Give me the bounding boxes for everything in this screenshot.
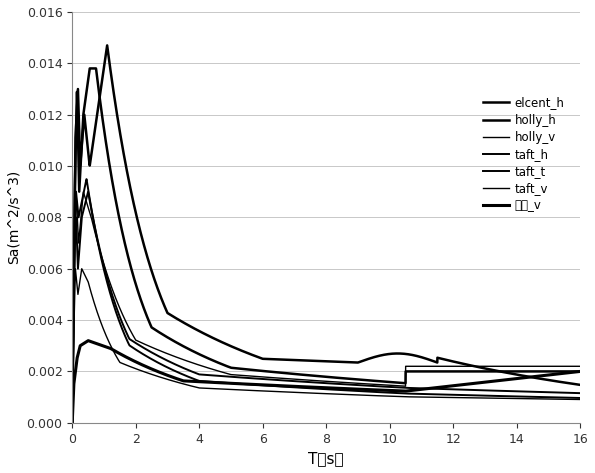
elcent_h xyxy=(536,376,543,381)
taft_t xyxy=(286,378,293,384)
taft_t xyxy=(561,390,568,395)
taft_v xyxy=(310,390,317,396)
elcent_h xyxy=(68,420,76,426)
taft_v xyxy=(78,266,85,272)
holly_v xyxy=(536,363,543,369)
taft_v xyxy=(561,396,568,402)
holly_h xyxy=(282,370,289,376)
elcent_h xyxy=(438,356,445,361)
holly_v xyxy=(282,376,289,381)
taft_v xyxy=(536,396,543,402)
holly_v xyxy=(310,377,317,383)
taft_t xyxy=(310,379,317,385)
天津_v xyxy=(561,370,568,376)
holly_v xyxy=(286,376,293,382)
Line: taft_h: taft_h xyxy=(72,179,580,423)
taft_h xyxy=(577,395,584,401)
holly_v xyxy=(577,363,584,369)
Legend: elcent_h, holly_h, holly_v, taft_h, taft_t, taft_v, 天津_v: elcent_h, holly_h, holly_v, taft_h, taft… xyxy=(478,92,569,217)
taft_t xyxy=(577,390,584,396)
elcent_h xyxy=(282,357,289,363)
taft_t xyxy=(438,386,445,392)
Line: holly_h: holly_h xyxy=(72,69,580,423)
天津_v xyxy=(68,420,76,426)
elcent_h xyxy=(104,43,111,48)
X-axis label: T（s）: T（s） xyxy=(308,451,344,466)
taft_h xyxy=(286,384,293,390)
holly_h xyxy=(438,368,445,374)
holly_h xyxy=(68,420,76,426)
天津_v xyxy=(438,384,445,390)
taft_v xyxy=(286,389,293,395)
elcent_h xyxy=(310,358,317,364)
Line: taft_v: taft_v xyxy=(72,269,580,423)
taft_t xyxy=(282,378,289,384)
天津_v xyxy=(577,368,584,374)
taft_h xyxy=(83,176,90,182)
Line: 天津_v: 天津_v xyxy=(72,341,580,423)
天津_v xyxy=(282,383,289,389)
holly_h xyxy=(86,66,93,71)
天津_v xyxy=(310,385,317,390)
天津_v xyxy=(536,373,543,379)
elcent_h xyxy=(561,380,568,385)
taft_v xyxy=(68,420,76,426)
holly_v xyxy=(438,363,445,369)
taft_h xyxy=(310,385,317,391)
Y-axis label: Sa(m^2/s^3): Sa(m^2/s^3) xyxy=(7,170,21,264)
holly_h xyxy=(286,371,293,377)
holly_h xyxy=(536,368,543,374)
taft_v xyxy=(577,397,584,403)
elcent_h xyxy=(286,357,293,363)
taft_h xyxy=(282,384,289,390)
taft_v xyxy=(282,389,289,395)
Line: holly_v: holly_v xyxy=(72,192,580,423)
天津_v xyxy=(286,383,293,389)
holly_h xyxy=(310,373,317,378)
taft_t xyxy=(84,189,92,194)
holly_v xyxy=(68,420,76,426)
Line: taft_t: taft_t xyxy=(72,192,580,423)
taft_t xyxy=(68,420,76,426)
holly_h xyxy=(577,368,584,374)
taft_h xyxy=(561,395,568,401)
holly_h xyxy=(561,368,568,374)
holly_v xyxy=(73,189,80,194)
天津_v xyxy=(84,338,92,343)
taft_h xyxy=(68,420,76,426)
taft_h xyxy=(438,392,445,397)
holly_v xyxy=(561,363,568,369)
elcent_h xyxy=(577,382,584,388)
Line: elcent_h: elcent_h xyxy=(72,45,580,423)
taft_t xyxy=(536,389,543,395)
taft_h xyxy=(536,394,543,400)
taft_v xyxy=(438,394,445,400)
